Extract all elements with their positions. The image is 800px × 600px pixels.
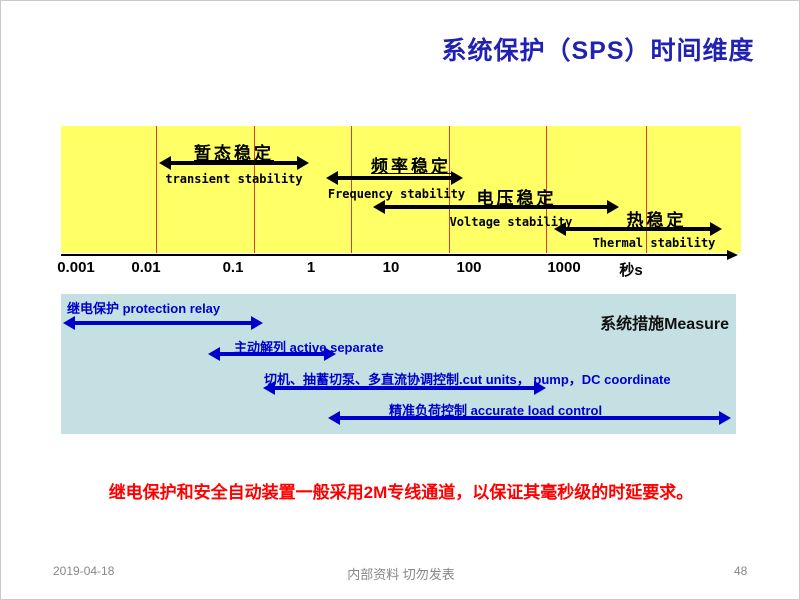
footer-date: 2019-04-18: [53, 564, 115, 578]
decade-gridline: [449, 126, 450, 253]
decade-gridline: [546, 126, 547, 253]
decade-gridline: [646, 126, 647, 253]
axis-tick: 10: [382, 259, 400, 276]
measure-label-active-separate: 主动解列 active separate: [234, 340, 384, 355]
axis-tick: 0.1: [222, 259, 244, 276]
arrow-shaft: [217, 352, 327, 356]
arrow-shaft: [335, 176, 454, 180]
stability-label-en-frequency: Frequency stability: [327, 187, 466, 201]
stability-label-cn-voltage: 电压稳定: [476, 189, 557, 208]
time-dimension-band: 暂态稳定 transient stability 频率稳定 Frequency …: [61, 126, 741, 253]
arrow-shaft: [382, 205, 610, 209]
arrow-shaft: [168, 161, 300, 165]
stability-label-cn-transient: 暂态稳定: [194, 144, 274, 163]
active-separate-range-arrow: [208, 347, 336, 361]
slide-title: 系统保护（SPS）时间维度: [441, 37, 755, 65]
axis-tick: 1000: [547, 259, 581, 276]
axis-tick: 0.001: [57, 259, 95, 276]
axis-unit-label: 秒s: [619, 262, 643, 279]
frequency-range-arrow: [326, 171, 463, 185]
arrow-shaft: [272, 386, 537, 390]
decade-gridline: [254, 126, 255, 253]
stability-label-cn-frequency: 频率稳定: [371, 157, 451, 176]
arrow-shaft: [563, 227, 713, 231]
axis-tick: 100: [456, 259, 482, 276]
stability-label-cn-thermal: 热稳定: [626, 211, 687, 230]
stability-label-en-voltage: Voltage stability: [449, 215, 573, 229]
time-axis-line: [61, 254, 729, 256]
axis-tick: 1: [306, 259, 316, 276]
measure-label-load-control: 精准负荷控制 accurate load control: [389, 403, 603, 418]
arrow-shaft: [72, 321, 254, 325]
load-control-range-arrow: [328, 411, 731, 425]
voltage-range-arrow: [373, 200, 619, 214]
cut-units-range-arrow: [263, 381, 546, 395]
stability-label-en-thermal: Thermal stability: [592, 236, 716, 250]
thermal-range-arrow: [554, 222, 722, 236]
system-measures-band: 系统措施Measure 继电保护 protection relay 主动解列 a…: [61, 294, 736, 434]
decade-gridline: [156, 126, 157, 253]
footer-page-number: 48: [734, 564, 748, 578]
transient-range-arrow: [159, 156, 309, 170]
protection-relay-range-arrow: [63, 316, 263, 330]
measure-label-cut-units: 切机、抽蓄切泵、多直流协调控制.cut units， pump，DC coord…: [264, 372, 671, 387]
measure-label-protection-relay: 继电保护 protection relay: [67, 301, 221, 316]
footer-notice: 内部资料 切勿发表: [347, 567, 455, 582]
time-axis-arrowhead-icon: [727, 250, 738, 260]
arrow-shaft: [337, 416, 722, 420]
measures-band-title: 系统措施Measure: [600, 316, 729, 333]
decade-gridline: [351, 126, 352, 253]
axis-tick: 0.01: [131, 259, 161, 276]
key-statement: 继电保护和安全自动装置一般采用2M专线通道，以保证其毫秒级的时延要求。: [108, 483, 694, 502]
stability-label-en-transient: transient stability: [165, 172, 303, 186]
